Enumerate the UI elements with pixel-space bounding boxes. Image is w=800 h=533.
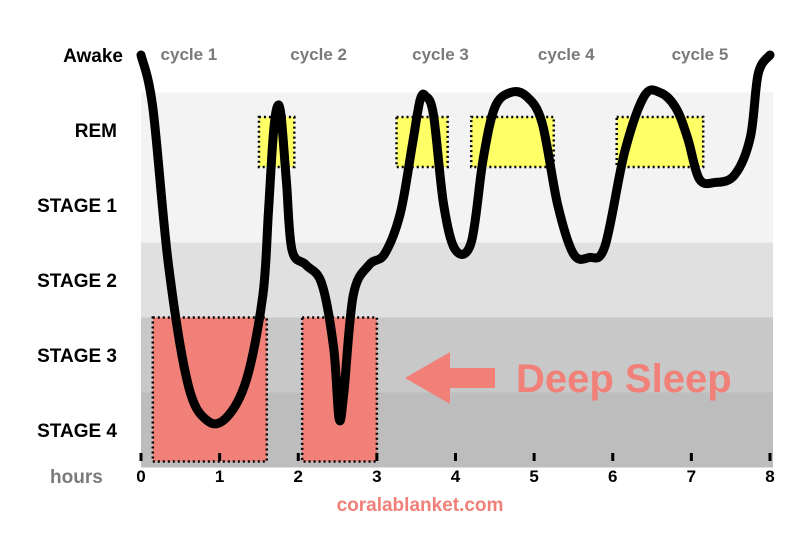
cycle-label-2: cycle 2	[290, 45, 347, 64]
x-axis-label: hours	[50, 467, 103, 488]
sleep-stage-line	[136, 50, 775, 429]
credit-text: coralablanket.com	[337, 495, 504, 516]
left-arrow-icon	[405, 352, 495, 404]
stage-label-stage-4: STAGE 4	[37, 421, 117, 442]
x-tick-label-5: 5	[529, 467, 538, 486]
cycle-labels: cycle 1 cycle 2 cycle 3 cycle 4 cycle 5	[161, 45, 729, 64]
stage-label-stage-2: STAGE 2	[37, 271, 117, 292]
stage-label-rem: REM	[75, 121, 117, 142]
band-stage-1	[141, 167, 773, 243]
cycle-label-3: cycle 3	[412, 45, 469, 64]
x-tick-label-8: 8	[765, 467, 774, 486]
x-axis: 0 1 2 3 4 5 6 7 8	[136, 453, 775, 486]
x-tick-label-1: 1	[215, 467, 224, 486]
deep-sleep-box-1	[151, 316, 269, 463]
x-tick-label-0: 0	[136, 467, 145, 486]
x-tick-label-7: 7	[687, 467, 696, 486]
stage-labels: Awake REM STAGE 1 STAGE 2 STAGE 3 STAGE 4	[37, 46, 123, 442]
x-tick-label-3: 3	[372, 467, 381, 486]
x-tick-label-2: 2	[294, 467, 303, 486]
stage-label-stage-1: STAGE 1	[37, 196, 117, 217]
cycle-label-4: cycle 4	[538, 45, 595, 64]
x-tick-label-4: 4	[451, 467, 461, 486]
cycle-label-1: cycle 1	[161, 45, 218, 64]
stage-label-stage-3: STAGE 3	[37, 346, 117, 367]
deep-sleep-annotation: Deep Sleep	[405, 352, 732, 404]
deep-sleep-label: Deep Sleep	[516, 357, 732, 401]
x-tick-label-6: 6	[608, 467, 617, 486]
stage-label-awake: Awake	[63, 46, 123, 67]
cycle-label-5: cycle 5	[672, 45, 729, 64]
